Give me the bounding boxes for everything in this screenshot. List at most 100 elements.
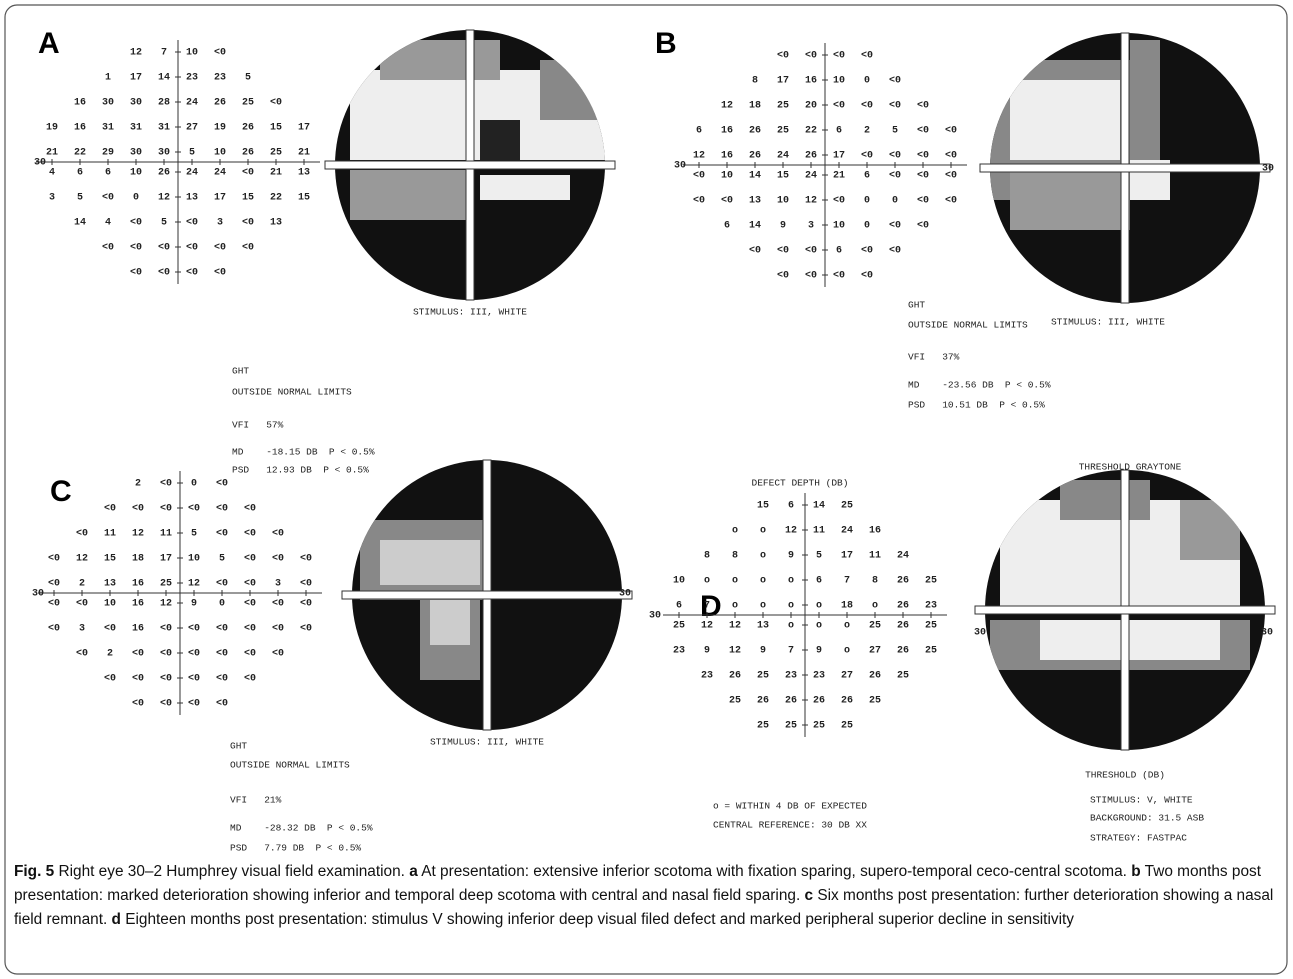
threshold-value: <0	[160, 699, 172, 710]
threshold-value: <0	[48, 554, 60, 565]
threshold-value: <0	[889, 171, 901, 182]
threshold-value: 10	[104, 599, 116, 610]
threshold-value: <0	[244, 554, 256, 565]
threshold-value: 12	[76, 554, 88, 565]
field-patch	[430, 600, 470, 645]
threshold-value: 24	[186, 98, 198, 109]
threshold-value: <0	[130, 268, 142, 279]
threshold-value: <0	[861, 101, 873, 112]
threshold-value: 25	[777, 101, 789, 112]
threshold-value: o	[816, 621, 822, 632]
stat-line: PSD 7.79 DB P < 0.5%	[230, 843, 361, 854]
threshold-value: 7	[844, 576, 850, 587]
threshold-value: 25	[270, 148, 282, 159]
threshold-value: 10	[188, 554, 200, 565]
threshold-value: <0	[188, 674, 200, 685]
threshold-value: o	[760, 551, 766, 562]
threshold-value: <0	[244, 649, 256, 660]
field-patch	[380, 540, 480, 585]
threshold-value: <0	[244, 674, 256, 685]
legend-line: CENTRAL REFERENCE: 30 DB XX	[713, 820, 867, 831]
threshold-value: <0	[188, 624, 200, 635]
threshold-value: 26	[757, 696, 769, 707]
threshold-value: <0	[130, 218, 142, 229]
threshold-value: o	[788, 601, 794, 612]
threshold-value: 30	[130, 98, 142, 109]
threshold-value: o	[732, 601, 738, 612]
axis-label: 30	[619, 589, 631, 600]
threshold-value: 5	[189, 148, 195, 159]
threshold-value: 6	[816, 576, 822, 587]
threshold-value: <0	[76, 529, 88, 540]
threshold-value: 9	[780, 221, 786, 232]
threshold-value: 4	[105, 218, 111, 229]
threshold-value: 25	[757, 721, 769, 732]
threshold-value: 12	[132, 529, 144, 540]
threshold-value: 10	[833, 221, 845, 232]
threshold-value: 21	[46, 148, 58, 159]
panel-letter: A	[38, 27, 60, 60]
threshold-value: 26	[897, 576, 909, 587]
threshold-value: <0	[945, 126, 957, 137]
threshold-value: 12	[160, 599, 172, 610]
threshold-value: 6	[696, 126, 702, 137]
threshold-value: 7	[788, 646, 794, 657]
threshold-value: 6	[77, 168, 83, 179]
threshold-value: o	[760, 526, 766, 537]
threshold-value: o	[816, 601, 822, 612]
stat-line: OUTSIDE NORMAL LIMITS	[230, 760, 350, 771]
threshold-value: 14	[749, 221, 761, 232]
stat-line: MD -28.32 DB P < 0.5%	[230, 823, 373, 834]
axis-label: 30	[1261, 628, 1273, 639]
threshold-value: <0	[186, 268, 198, 279]
threshold-value: 5	[816, 551, 822, 562]
threshold-value: 29	[102, 148, 114, 159]
threshold-value: <0	[104, 624, 116, 635]
threshold-value: <0	[244, 504, 256, 515]
threshold-value: 10	[130, 168, 142, 179]
stat-line: BACKGROUND: 31.5 ASB	[1090, 813, 1204, 824]
threshold-value: <0	[216, 674, 228, 685]
threshold-value: 18	[841, 601, 853, 612]
threshold-value: <0	[160, 624, 172, 635]
threshold-value: 13	[270, 218, 282, 229]
threshold-value: 13	[186, 193, 198, 204]
stimulus: STIMULUS: III, WHITE	[430, 737, 544, 748]
threshold-value: o	[788, 621, 794, 632]
threshold-value: <0	[244, 624, 256, 635]
threshold-value: 17	[777, 76, 789, 87]
threshold-value: <0	[102, 243, 114, 254]
threshold-value: 25	[160, 579, 172, 590]
caption-text: At presentation: extensive inferior scot…	[417, 863, 1132, 880]
axis-label: 30	[32, 589, 44, 600]
caption-text: Right eye 30–2 Humphrey visual field exa…	[54, 863, 410, 880]
threshold-value: 5	[161, 218, 167, 229]
threshold-value: 24	[186, 168, 198, 179]
threshold-value: <0	[244, 579, 256, 590]
threshold-value: 25	[757, 671, 769, 682]
threshold-value: 24	[897, 551, 909, 562]
threshold-value: o	[788, 576, 794, 587]
threshold-value: <0	[104, 674, 116, 685]
threshold-value: <0	[693, 196, 705, 207]
threshold-value: 30	[158, 148, 170, 159]
threshold-value: 24	[841, 526, 853, 537]
field-patch	[480, 120, 520, 160]
threshold-value: o	[872, 601, 878, 612]
threshold-value: <0	[833, 196, 845, 207]
threshold-value: <0	[188, 504, 200, 515]
threshold-value: 6	[724, 221, 730, 232]
threshold-value: 3	[217, 218, 223, 229]
threshold-value: 3	[79, 624, 85, 635]
threshold-value: 24	[777, 151, 789, 162]
threshold-value: 24	[805, 171, 817, 182]
cross-h	[341, 590, 633, 600]
caption-bold: Fig. 5	[14, 863, 55, 880]
field-patch	[380, 40, 500, 80]
threshold-value: <0	[721, 196, 733, 207]
threshold-value: <0	[104, 504, 116, 515]
threshold-value: 12	[785, 526, 797, 537]
threshold-value: 15	[757, 501, 769, 512]
threshold-value: 18	[749, 101, 761, 112]
